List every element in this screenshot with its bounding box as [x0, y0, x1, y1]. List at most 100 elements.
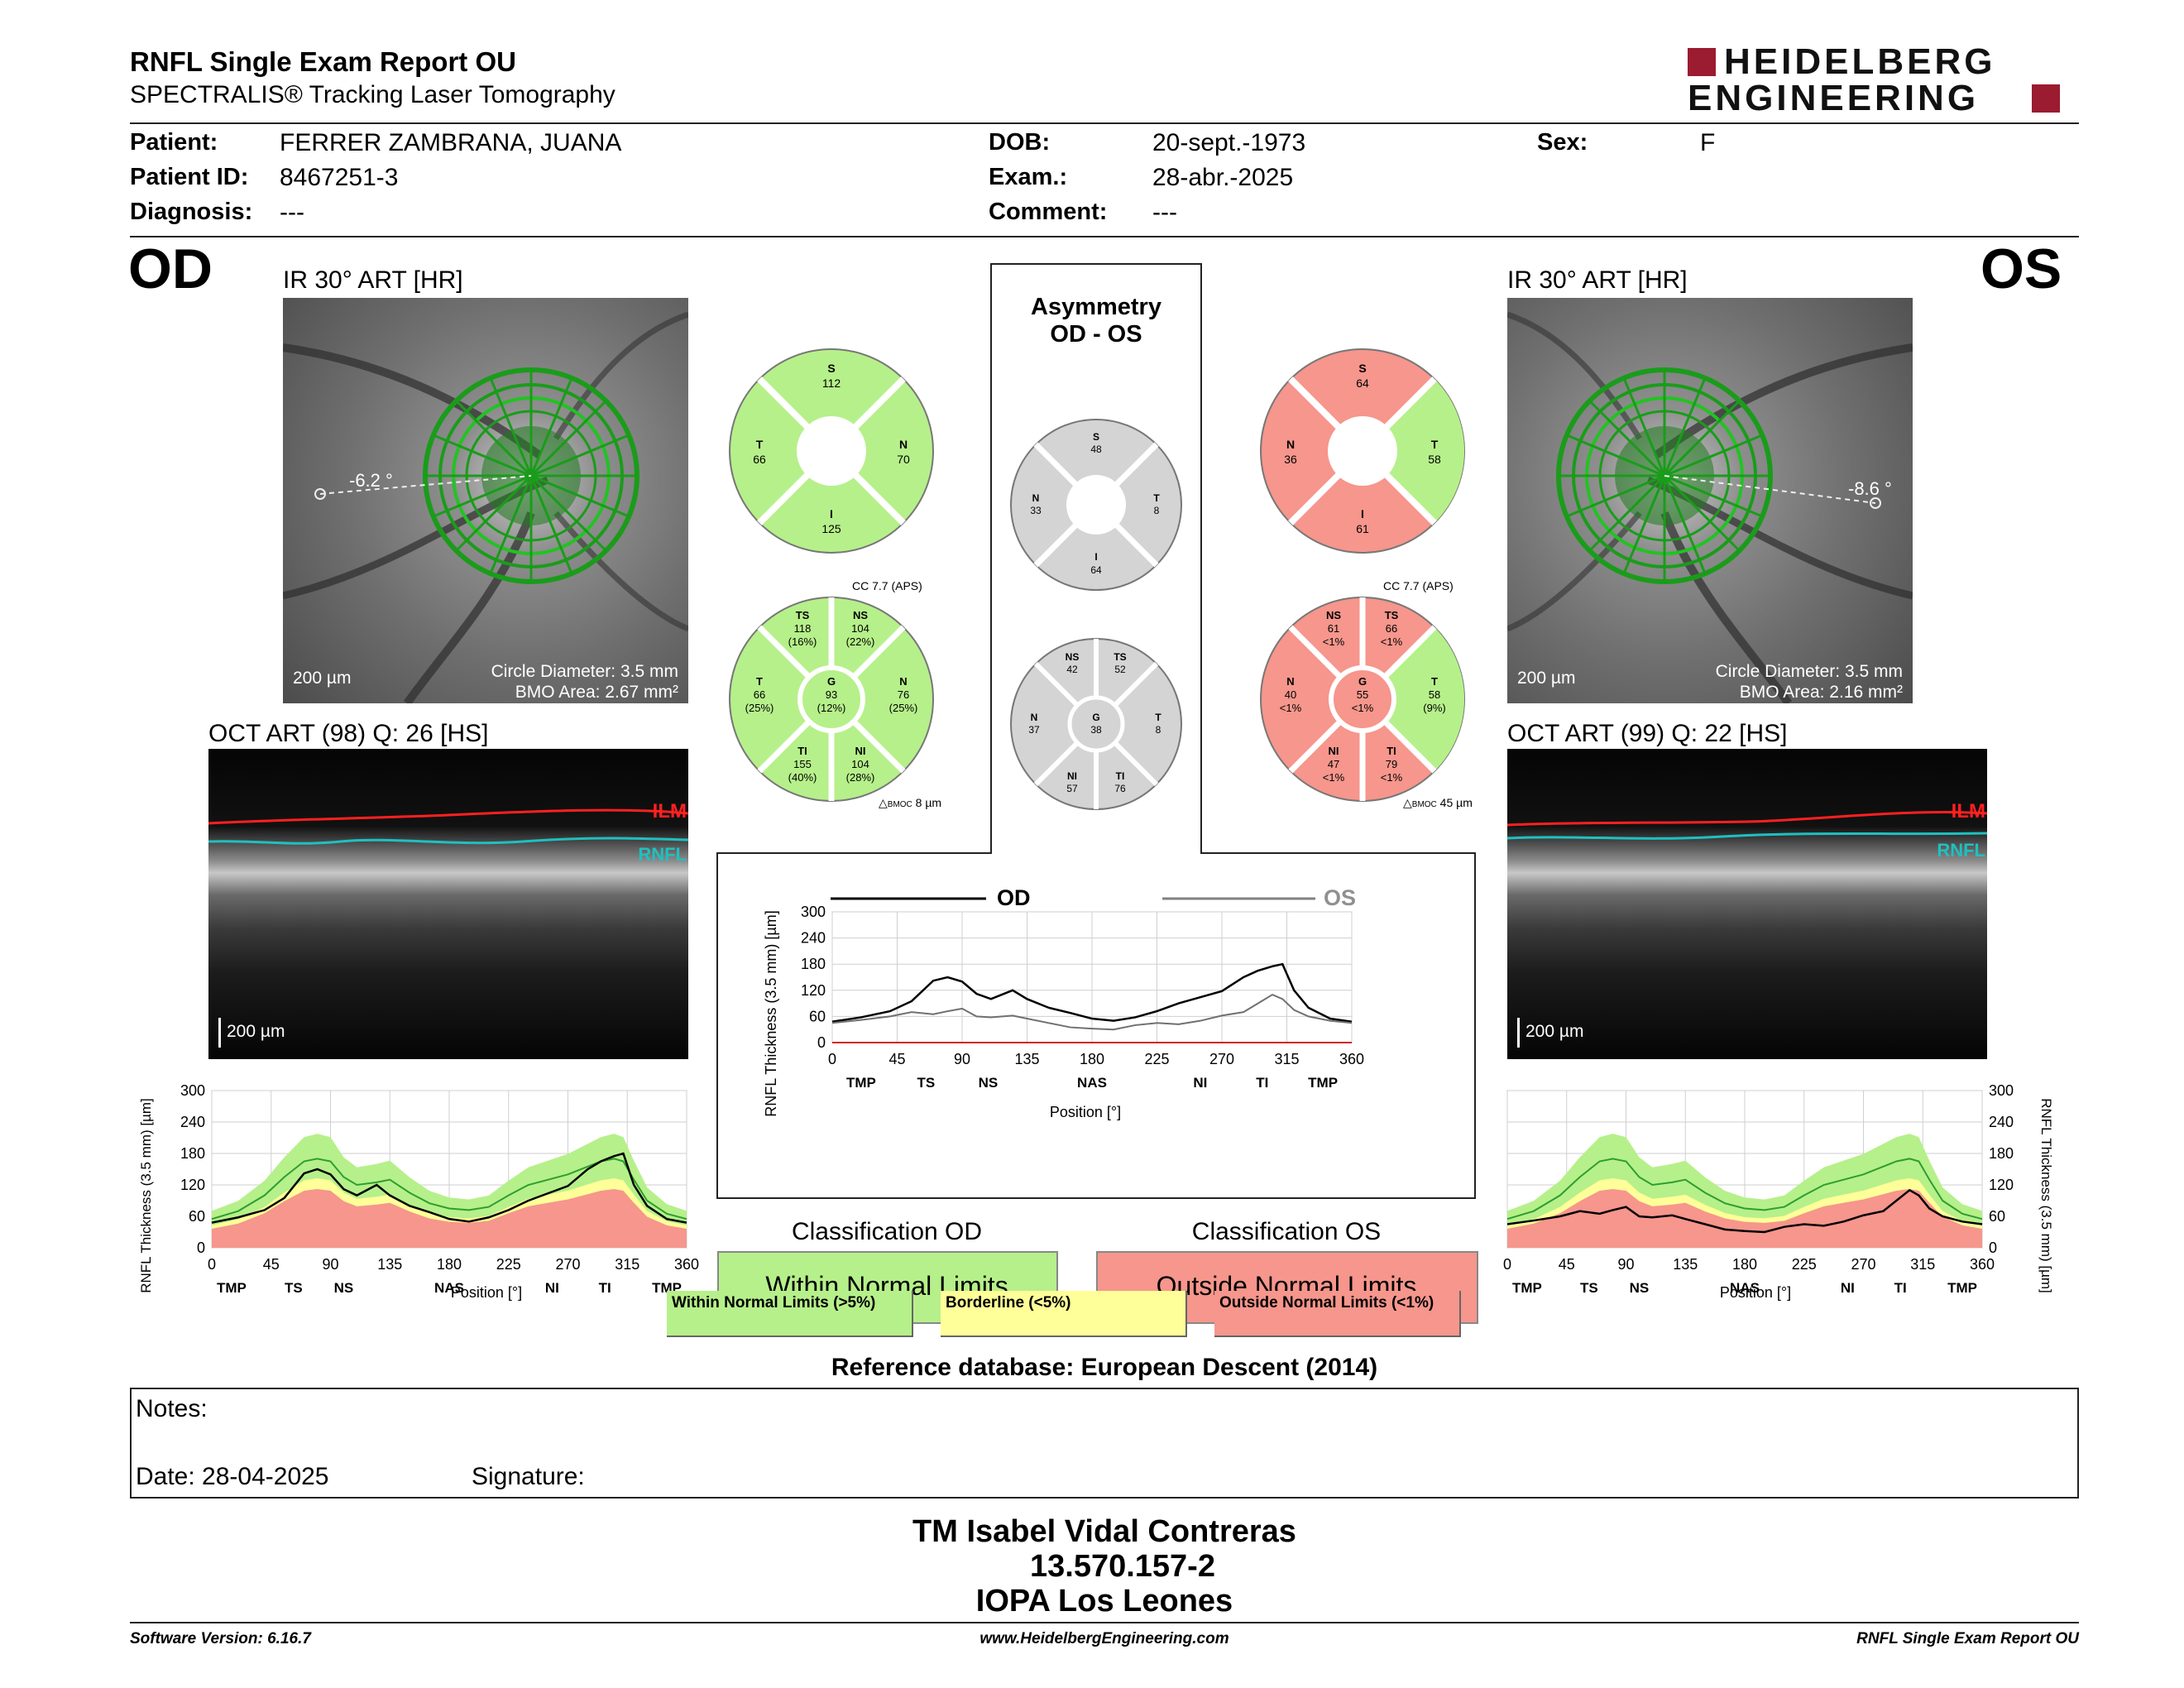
asym-s-ni: 57	[1066, 783, 1078, 794]
od-s-n-pct: (25%)	[889, 702, 918, 714]
svg-text:NI: NI	[1067, 770, 1077, 782]
od-cc: CC 7.7 (APS)	[852, 579, 922, 592]
x-tick-label: 135	[1014, 1051, 1039, 1067]
legend-borderline: Borderline (<5%)	[941, 1291, 1187, 1337]
x-tick-label: 90	[322, 1256, 338, 1273]
os-rnfl-label: RNFL	[1937, 840, 1985, 861]
os-quadrant-chart: S 64 I 61 N 36 T 58	[1260, 348, 1465, 554]
od-s-ts: 118	[794, 622, 812, 635]
patient-id: 8467251-3	[280, 164, 399, 191]
sector-label: NAS	[434, 1280, 464, 1296]
od-chart-ylabel: RNFL Thickness (3.5 mm) [µm]	[138, 1098, 154, 1293]
asym-s-g: 38	[1090, 724, 1102, 736]
legend-borderline-label: Borderline (<5%)	[946, 1294, 1071, 1312]
od-bmoc: △BMOC 8 µm	[879, 796, 942, 809]
x-tick-label: 360	[1339, 1051, 1364, 1067]
sector-label: NS	[1630, 1280, 1650, 1296]
x-tick-label: 315	[615, 1256, 639, 1273]
svg-text:NS: NS	[1326, 609, 1341, 621]
asym-q-n: 33	[1030, 505, 1042, 516]
sector-label: NS	[979, 1075, 999, 1091]
os-eye-label: OS	[1980, 237, 2062, 300]
series-line-od	[831, 962, 1353, 1023]
sector-label: TMP	[1947, 1280, 1977, 1296]
outside-band	[1507, 1188, 1982, 1248]
x-tick-label: 45	[263, 1256, 280, 1273]
os-q-n: 36	[1284, 453, 1297, 466]
outside-band	[212, 1188, 687, 1248]
y-tick-label: 0	[817, 1034, 826, 1051]
svg-text:NI: NI	[855, 745, 866, 757]
os-ilm-label: ILM	[1951, 800, 1985, 822]
asymmetry-subtitle: OD - OS	[1050, 321, 1142, 348]
exam-label: Exam.:	[989, 164, 1068, 190]
x-tick-label: 315	[1910, 1256, 1935, 1273]
svg-text:TS: TS	[796, 609, 810, 621]
svg-text:TS: TS	[1385, 609, 1399, 621]
od-s-ni: 104	[851, 758, 869, 770]
od-q-n: 70	[897, 453, 910, 466]
od-chart-plot: 0 60 120 180 240 300 0 45 90 135 180 225 270 315 360 TM…	[180, 1082, 699, 1296]
od-ilm-label: ILM	[652, 800, 687, 822]
sector-label: NI	[1841, 1280, 1855, 1296]
os-s-n-pct: <1%	[1280, 702, 1302, 714]
od-oct-scale: 200 µm	[227, 1022, 285, 1041]
os-oct-bscan: ILM RNFL 200 µm	[1507, 749, 1987, 1059]
y-tick-label: 300	[801, 904, 826, 920]
asym-s-n: 37	[1028, 724, 1040, 736]
x-tick-label: 225	[1792, 1256, 1817, 1273]
y-tick-label: 120	[801, 982, 826, 999]
os-chart-plot: 0 60 120 180 240 300 0 45 90 135 180 225 270 315 360 TM…	[1503, 1082, 2014, 1296]
os-circle-diameter: Circle Diameter: 3.5 mm	[1715, 662, 1903, 681]
od-s-n: 76	[898, 688, 909, 701]
os-oct-lines	[1507, 811, 1987, 840]
ou-compare-chart: OD OS RNFL Thickness (3.5 mm) [µm] 0 60 12…	[763, 885, 1364, 1120]
od-q-t: 66	[753, 453, 766, 466]
svg-text:TI: TI	[797, 745, 807, 757]
reference-database: Reference database: European Descent (20…	[831, 1354, 1378, 1381]
os-fundus-image: -8.6 ° 200 µm Circle Diameter: 3.5 mm BM…	[1507, 298, 1913, 703]
asym-s-ti: 76	[1114, 783, 1126, 794]
y-tick-label: 180	[1989, 1145, 2014, 1162]
asym-s-t: 8	[1156, 724, 1161, 736]
od-oct-title: OCT ART (98) Q: 26 [HS]	[208, 720, 489, 747]
stamp-rut: 13.570.157-2	[1030, 1549, 1215, 1584]
os-q-s: 64	[1356, 376, 1369, 390]
od-fundus-overlay	[283, 311, 688, 703]
x-tick-label: 180	[1080, 1051, 1104, 1067]
svg-text:TI: TI	[1387, 745, 1396, 757]
x-tick-label: 45	[1559, 1256, 1575, 1273]
x-tick-label: 90	[1617, 1256, 1634, 1273]
od-bmo-area: BMO Area: 2.67 mm²	[515, 683, 678, 702]
os-s-g: 55	[1357, 688, 1368, 701]
x-tick-label: 315	[1274, 1051, 1299, 1067]
svg-text:S: S	[827, 362, 835, 375]
od-s-g: 93	[826, 688, 837, 701]
os-s-ns-pct: <1%	[1323, 635, 1345, 648]
y-tick-label: 0	[197, 1240, 205, 1256]
y-tick-label: 240	[1989, 1114, 2014, 1130]
stamp-place: IOPA Los Leones	[975, 1584, 1233, 1618]
asym-q-s: 48	[1090, 444, 1102, 455]
report-subtitle: SPECTRALIS® Tracking Laser Tomography	[130, 81, 615, 108]
os-oct-title: OCT ART (99) Q: 22 [HS]	[1507, 720, 1788, 747]
od-sector-chart: TS 118 (16%) NS 104 (22%) T 66 (25%) N 7…	[729, 597, 934, 802]
notes-signature-label: Signature:	[472, 1463, 585, 1490]
sector-label: NAS	[1730, 1280, 1760, 1296]
logo-line1: HEIDELBERG	[1724, 41, 1996, 82]
svg-text:T: T	[1431, 438, 1439, 451]
os-sector-chart: NS 61 <1% TS 66 <1% N 40 <1% T 58 (9%) G…	[1260, 597, 1465, 802]
comment-label: Comment:	[989, 199, 1108, 225]
svg-text:G: G	[1358, 675, 1367, 688]
asym-s-ts: 52	[1114, 664, 1126, 675]
footer-url: www.HeidelbergEngineering.com	[979, 1630, 1229, 1647]
y-tick-label: 60	[1989, 1208, 2005, 1225]
legend-outside: Outside Normal Limits (<1%)	[1214, 1291, 1461, 1337]
od-q-i: 125	[821, 522, 841, 535]
sex-label: Sex:	[1537, 129, 1588, 156]
ou-legend-os: OS	[1324, 885, 1356, 910]
svg-text:N: N	[1286, 675, 1294, 688]
y-tick-label: 240	[801, 930, 826, 947]
os-s-ni: 47	[1328, 758, 1339, 770]
